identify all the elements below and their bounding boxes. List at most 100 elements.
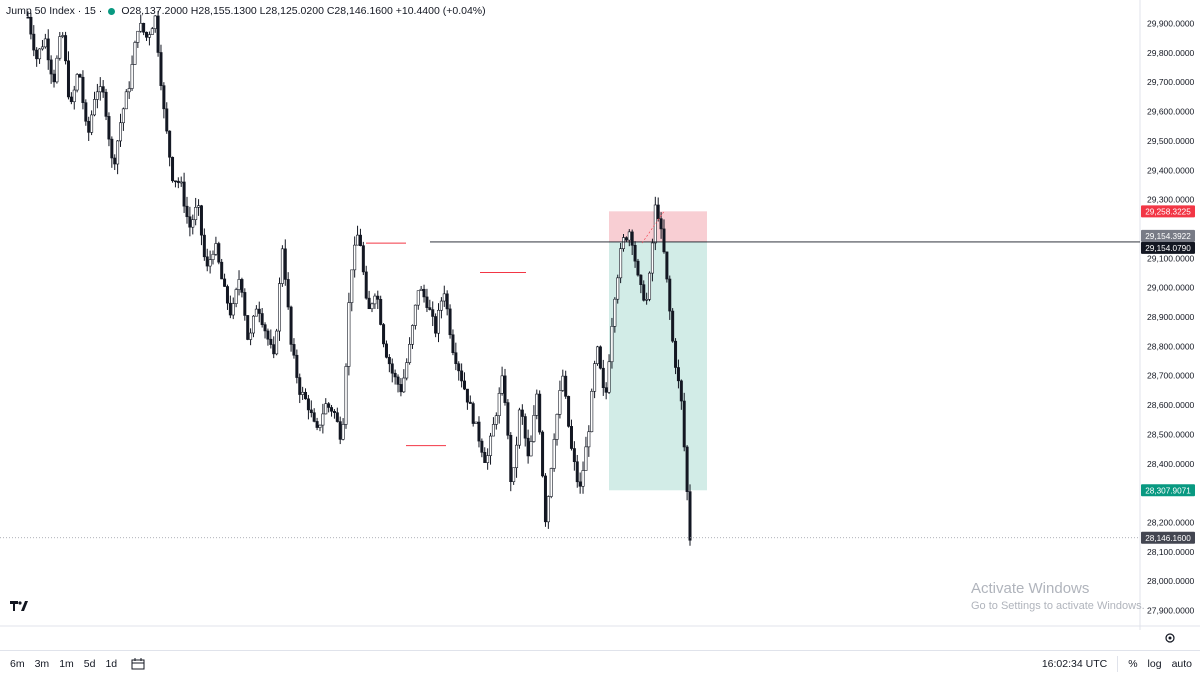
candle-body	[95, 91, 99, 100]
candle-body	[139, 22, 143, 32]
candle-body	[249, 332, 253, 340]
watermark-title: Activate Windows	[971, 580, 1090, 597]
price-tick-label: 28,200.0000	[1147, 517, 1195, 527]
candle-body	[523, 416, 527, 439]
candle-body	[318, 424, 322, 428]
candle-body	[497, 393, 501, 416]
candle-body	[29, 16, 33, 35]
price-tick-label: 28,400.0000	[1147, 459, 1195, 469]
candle-body	[648, 272, 652, 300]
candle-body	[390, 363, 394, 374]
market-status-icon	[108, 7, 116, 15]
candle-body	[552, 439, 556, 469]
candle-body	[474, 421, 478, 424]
candle-body	[546, 496, 550, 523]
candle-body	[405, 362, 409, 379]
take-profit-zone[interactable]	[609, 241, 707, 491]
candle-body	[162, 85, 166, 110]
price-tick-label: 29,100.0000	[1147, 253, 1195, 263]
candle-body	[517, 409, 521, 446]
percent-scale-toggle[interactable]: %	[1128, 657, 1138, 670]
candle-body	[309, 409, 313, 414]
candle-body	[350, 269, 354, 303]
stop-loss-price-badge[interactable]	[1141, 205, 1195, 218]
candle-body	[674, 340, 678, 368]
range-1m-button[interactable]: 1m	[59, 657, 74, 670]
auto-scale-toggle[interactable]: auto	[1171, 657, 1192, 670]
candle-body	[416, 290, 420, 306]
candle-body	[393, 372, 397, 378]
candle-body	[587, 431, 591, 448]
candle-body	[246, 315, 250, 340]
take-profit-price-badge[interactable]	[1141, 484, 1195, 497]
tradingview-logo-icon[interactable]	[8, 598, 32, 614]
candle-body	[40, 46, 44, 50]
range-3m-button[interactable]: 3m	[34, 657, 50, 670]
settings-gear-icon[interactable]	[1164, 632, 1176, 644]
candle-body	[431, 309, 435, 317]
candle-body	[145, 31, 149, 38]
candle-body	[428, 307, 432, 310]
candle-body	[671, 310, 675, 342]
candle-body	[361, 245, 365, 273]
candle-body	[515, 444, 519, 469]
candle-body	[234, 289, 238, 304]
candle-body	[347, 302, 351, 367]
entry-price-badge[interactable]	[1141, 229, 1195, 242]
candle-body	[396, 376, 400, 385]
candle-body	[260, 313, 264, 325]
candle-body	[373, 295, 377, 305]
candle-body	[465, 388, 469, 403]
calendar-range-icon[interactable]	[131, 657, 145, 670]
candle-body	[121, 108, 125, 124]
candle-body	[679, 380, 683, 402]
candle-body	[529, 441, 533, 457]
candle-body	[197, 205, 201, 208]
candle-body	[119, 122, 123, 142]
candle-body	[399, 384, 403, 393]
candle-body	[199, 205, 203, 236]
candle-body	[607, 361, 611, 393]
candle-body	[52, 73, 56, 83]
candle-body	[315, 421, 319, 428]
range-1d-button[interactable]: 1d	[105, 657, 118, 670]
candle-body	[451, 334, 455, 354]
price-tick-label: 28,600.0000	[1147, 400, 1195, 410]
candle-body	[445, 293, 449, 310]
candle-body	[55, 57, 59, 83]
price-chart[interactable]: 29,900.0000 29,800.0000 29,700.0000 29,600.…	[0, 0, 1200, 630]
scale-controls: 16:02:34 UTC % log auto	[1041, 655, 1192, 672]
candle-body	[379, 299, 383, 325]
candle-body	[113, 157, 117, 165]
last-price-price-badge[interactable]	[1141, 531, 1195, 544]
range-5d-button[interactable]: 5d	[83, 657, 96, 670]
log-scale-toggle[interactable]: log	[1147, 657, 1162, 670]
candle-body	[353, 244, 357, 271]
candle-body	[257, 308, 261, 314]
candle-body	[613, 298, 617, 327]
utc-clock[interactable]: 16:02:34 UTC	[1041, 657, 1108, 670]
candle-body	[182, 181, 186, 207]
candle-body	[526, 437, 530, 457]
candle-body	[610, 326, 614, 363]
candle-body	[624, 237, 628, 241]
candle-body	[64, 35, 68, 62]
symbol-name[interactable]: Jump 50 Index · 15 ·	[6, 5, 103, 17]
candle-body	[58, 36, 62, 59]
candle-body	[503, 375, 507, 403]
candle-body	[243, 292, 247, 316]
candle-body	[598, 346, 602, 369]
candle-body	[382, 324, 386, 345]
candle-body	[165, 108, 169, 132]
candle-body	[535, 393, 539, 416]
candle-body	[584, 446, 588, 471]
candle-body	[35, 49, 39, 60]
candle-body	[650, 242, 654, 274]
candle-body	[616, 277, 620, 300]
candle-body	[483, 452, 487, 463]
candle-body	[468, 401, 472, 404]
range-6m-button[interactable]: 6m	[10, 657, 25, 670]
candle-body	[202, 234, 206, 258]
candle-body	[486, 455, 490, 463]
crosshair-price-badge[interactable]	[1141, 241, 1195, 254]
